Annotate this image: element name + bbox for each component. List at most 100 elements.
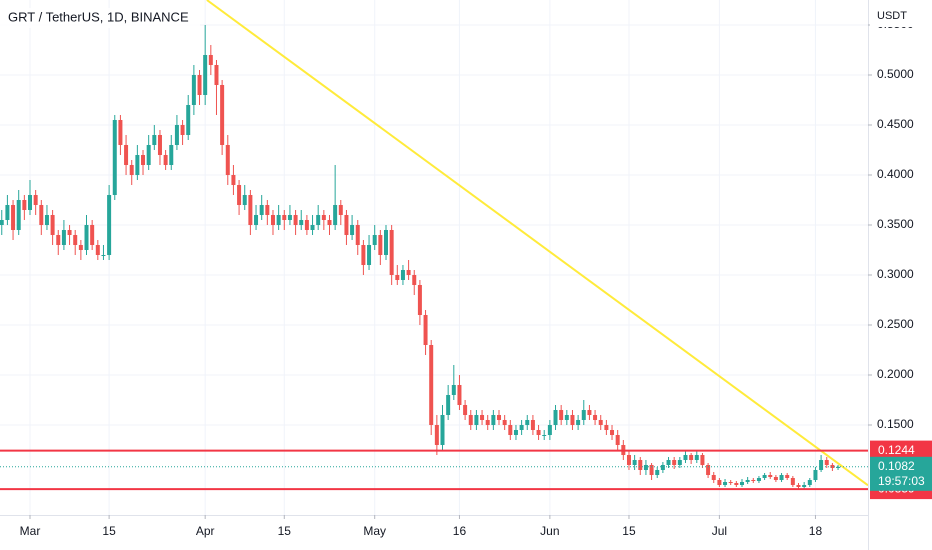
candle-body: [502, 420, 507, 425]
candle-body: [451, 385, 456, 395]
candle-body: [129, 165, 134, 175]
candle-body: [807, 480, 812, 485]
x-tick-label: Jun: [540, 524, 559, 538]
candle-body: [468, 415, 473, 425]
candle-body: [265, 205, 270, 215]
candle-body: [423, 315, 428, 345]
candle-body: [361, 245, 366, 265]
candle-body: [220, 85, 225, 145]
candle-body: [101, 255, 106, 256]
x-tick-label: 15: [102, 524, 116, 538]
candle-body: [378, 235, 383, 255]
candle-body: [525, 420, 530, 425]
candle-body: [706, 465, 711, 475]
candle-body: [598, 420, 603, 425]
y-tick-label: 0.4500: [877, 117, 914, 131]
candle-body: [728, 482, 733, 483]
candle-body: [745, 480, 750, 482]
candle-body: [350, 225, 355, 235]
candle-body: [491, 415, 496, 425]
candle-body: [474, 415, 479, 425]
candle-body: [22, 200, 27, 210]
candle-body: [270, 215, 275, 225]
candle-body: [734, 483, 739, 485]
candle-body: [434, 425, 439, 445]
candle-body: [672, 460, 677, 465]
candle-body: [615, 435, 620, 445]
candle-body: [344, 215, 349, 235]
candle-body: [208, 55, 213, 65]
level-label: 0.1244: [878, 443, 915, 457]
candle-body: [570, 415, 575, 425]
candle-body: [107, 195, 112, 255]
candle-body: [559, 410, 564, 420]
candle-body: [564, 415, 569, 420]
candle-body: [762, 475, 767, 478]
candle-body: [321, 215, 326, 220]
unit-bg: [870, 5, 932, 27]
candle-body: [790, 478, 795, 485]
candle-body: [677, 460, 682, 465]
candle-body: [638, 460, 643, 470]
x-tick-label: May: [363, 524, 386, 538]
candle-body: [33, 195, 38, 205]
countdown-label: 19:57:03: [878, 474, 925, 488]
candle-body: [581, 410, 586, 420]
candle-body: [203, 55, 208, 95]
candle-body: [643, 465, 648, 470]
candle-body: [186, 105, 191, 135]
candle-body: [440, 415, 445, 445]
axes: 0.1500 0.2000 0.2500 0.3000 0.3500 0.4000 0.45…: [20, 17, 932, 538]
candle-body: [395, 275, 400, 280]
candle-body: [604, 425, 609, 430]
candle-body: [485, 420, 490, 425]
y-tick-label: 0.5000: [877, 67, 914, 81]
x-tick-label: Apr: [196, 524, 215, 538]
candle-body: [626, 455, 631, 465]
candle-body: [383, 230, 388, 255]
candle-body: [587, 410, 592, 415]
candle-body: [5, 205, 10, 220]
candle-body: [666, 460, 671, 465]
candle-body: [660, 465, 665, 470]
candle-body: [293, 215, 298, 225]
y-tick-label: 0.2000: [877, 367, 914, 381]
candle-body: [0, 220, 4, 225]
candle-body: [61, 230, 66, 245]
candle-body: [717, 480, 722, 485]
level-label-bg: [870, 440, 932, 461]
candle-body: [118, 120, 123, 145]
candle-body: [824, 460, 829, 465]
candle-body: [242, 195, 247, 205]
candle-body: [310, 225, 315, 230]
candle-body: [152, 135, 157, 145]
candle-body: [316, 215, 321, 225]
candle-body: [779, 475, 784, 480]
chart-title: GRT / TetherUS, 1D, BINANCE: [8, 9, 189, 24]
candle-body: [819, 460, 824, 470]
candle-body: [836, 466, 841, 468]
candle-body: [282, 215, 287, 220]
candle-body: [163, 155, 168, 165]
x-tick-label: 18: [809, 524, 823, 538]
candle-body: [146, 145, 151, 165]
candle-body: [327, 220, 332, 225]
x-tick-label: Jul: [712, 524, 727, 538]
x-tick-label: Mar: [20, 524, 41, 538]
candle-body: [536, 430, 541, 435]
candle-body: [802, 485, 807, 487]
candle-body: [333, 205, 338, 225]
candle-body: [463, 405, 468, 415]
candle-body: [287, 215, 292, 220]
candle-body: [739, 482, 744, 485]
candle-body: [768, 475, 773, 477]
last-price-bg: [870, 456, 932, 491]
candle-body: [191, 75, 196, 105]
candle-body: [773, 477, 778, 480]
candle-body: [231, 175, 236, 185]
candle-body: [689, 455, 694, 460]
candle-body: [417, 285, 422, 315]
candle-body: [16, 200, 21, 230]
candle-body: [56, 235, 61, 245]
